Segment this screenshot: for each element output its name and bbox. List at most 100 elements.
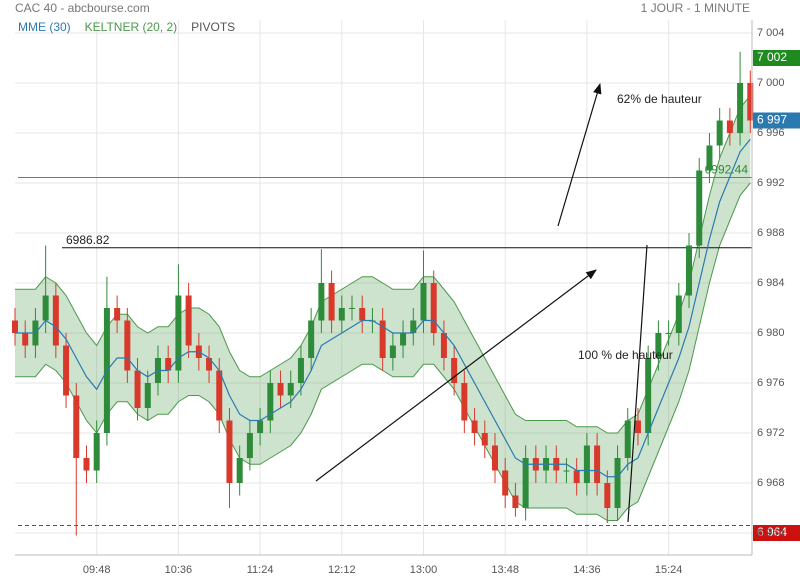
price-badge-label: 6 997	[757, 113, 787, 127]
candle-body	[124, 320, 131, 371]
candle-body	[461, 383, 468, 421]
candle-body	[481, 433, 488, 446]
levels: 6986.82 6992.44	[18, 163, 752, 526]
candle-body	[573, 470, 580, 483]
candle-body	[226, 420, 233, 483]
price-badge	[753, 525, 800, 541]
candle-body	[206, 358, 213, 371]
y-tick-label: 6 968	[757, 477, 785, 489]
candle-body	[287, 383, 294, 396]
resistance-label: 6986.82	[66, 233, 110, 247]
x-tick-label: 10:36	[165, 564, 193, 576]
x-tick-label: 09:48	[83, 564, 111, 576]
y-tick-label: 6 980	[757, 327, 785, 339]
price-badges: 7 002 6 997 6 964	[753, 50, 800, 541]
candle-body	[491, 445, 498, 471]
y-tick-label: 6 972	[757, 427, 785, 439]
candle-body	[665, 333, 672, 334]
legend-entry: MME (30)	[18, 20, 71, 34]
candle-body	[277, 383, 284, 396]
legend-entry: KELTNER (20, 2)	[85, 20, 177, 34]
candle-body	[22, 333, 29, 346]
candle-body	[624, 420, 631, 458]
candle-body	[134, 370, 141, 408]
legend-entry: PIVOTS	[191, 20, 235, 34]
candle-body	[400, 333, 407, 346]
candles	[12, 51, 754, 536]
candle-body	[236, 458, 243, 483]
candle-body	[512, 495, 519, 508]
chart-title: CAC 40 - abcbourse.com	[15, 1, 150, 15]
candle-body	[655, 333, 662, 358]
candle-body	[165, 358, 172, 371]
chart-subtitle: 1 JOUR - 1 MINUTE	[641, 1, 750, 15]
candle-body	[675, 295, 682, 333]
candle-body	[52, 295, 59, 346]
candle-body	[185, 295, 192, 346]
x-tick-label: 14:36	[573, 564, 601, 576]
candle-body	[726, 120, 733, 133]
candle-body	[645, 358, 652, 433]
candle-body	[257, 420, 264, 433]
height-line	[627, 244, 648, 523]
pivot-label: 6992.44	[705, 163, 749, 177]
candle-body	[93, 433, 100, 471]
candle-body	[604, 483, 611, 508]
y-tick-label: 6 964	[757, 527, 785, 539]
candle-body	[83, 458, 90, 471]
candle-body	[359, 308, 366, 321]
candle-body	[420, 283, 427, 321]
annotation: 62% de hauteur	[617, 92, 702, 106]
price-badge	[753, 50, 800, 66]
candle-body	[349, 308, 356, 309]
candle-body	[42, 295, 49, 321]
x-tick-label: 11:24	[247, 564, 274, 576]
x-tick-label: 15:24	[655, 564, 683, 576]
candle-body	[389, 345, 396, 358]
candle-body	[12, 320, 18, 333]
candle-body	[747, 83, 754, 121]
y-tick-label: 6 976	[757, 377, 785, 389]
candle-body	[737, 83, 744, 133]
candle-body	[522, 458, 529, 508]
candle-body	[63, 345, 70, 396]
candle-body	[338, 308, 345, 321]
candle-body	[451, 358, 458, 383]
candle-body	[175, 295, 182, 371]
candle-body	[706, 145, 713, 171]
y-tick-label: 6 992	[757, 177, 785, 189]
y-tick-label: 7 004	[757, 27, 785, 39]
candle-body	[502, 470, 509, 496]
candle-body	[716, 120, 723, 146]
candle-body	[594, 445, 601, 483]
candle-body	[583, 445, 590, 483]
price-badge	[753, 112, 800, 129]
arrow	[557, 82, 602, 227]
candle-body	[696, 170, 703, 246]
candle-body	[144, 383, 151, 408]
candle-body	[73, 395, 80, 458]
candle-body	[410, 320, 417, 333]
candle-body	[318, 283, 325, 321]
candle-body	[297, 358, 304, 383]
price-badge-label: 7 002	[757, 50, 787, 64]
candle-body	[686, 245, 693, 296]
candle-body	[267, 383, 274, 421]
grid	[15, 20, 752, 555]
candle-body	[430, 283, 437, 333]
candle-body	[216, 370, 223, 421]
candle-body	[379, 320, 386, 358]
x-tick-label: 12:12	[328, 564, 356, 576]
candle-body	[246, 433, 253, 458]
candle-body	[308, 320, 315, 358]
y-tick-label: 6 988	[757, 227, 785, 239]
y-tick-label: 7 000	[757, 77, 785, 89]
candle-body	[114, 308, 121, 321]
candle-body	[563, 470, 570, 472]
mme-line	[15, 138, 751, 478]
price-badge-label: 6 964	[757, 525, 787, 539]
annotation: 100 % de hauteur	[578, 348, 673, 362]
candle-body	[471, 420, 478, 433]
